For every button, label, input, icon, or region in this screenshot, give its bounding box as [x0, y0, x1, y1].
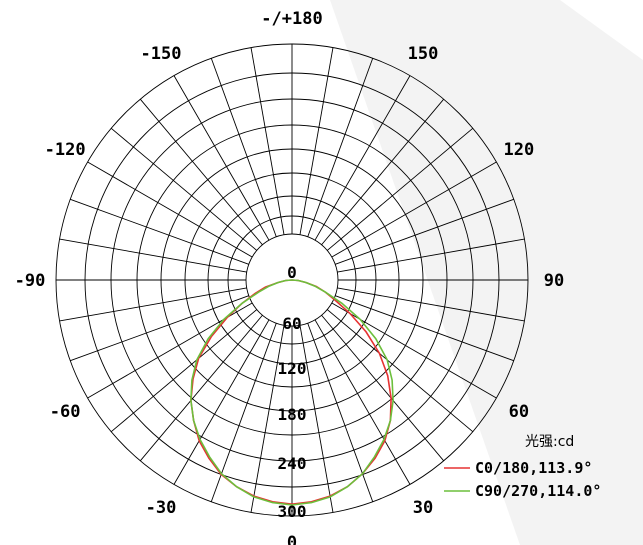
- series-curve: [190, 279, 394, 506]
- legend-label: C0/180,113.9°: [475, 459, 592, 477]
- grid-spoke: [70, 295, 249, 362]
- angle-tick-label: 90: [544, 271, 564, 291]
- angle-tick-label: 60: [509, 402, 529, 422]
- legend: 光强:cd C0/180,113.9° C90/270,114.0°: [444, 434, 601, 500]
- grid-spoke: [335, 198, 514, 265]
- grid-spoke: [87, 161, 253, 258]
- grid-spoke: [139, 314, 263, 462]
- angle-tick-label: -90: [15, 271, 46, 291]
- angle-tick-label: -/+180: [261, 9, 322, 29]
- grid-spoke: [314, 75, 411, 241]
- polar-grid: [55, 43, 529, 517]
- series-layer: [190, 279, 394, 506]
- angle-tick-label: 120: [504, 140, 535, 160]
- angle-tick-label: -120: [45, 140, 86, 160]
- unit-label: 光强:cd: [525, 434, 574, 450]
- grid-spoke: [139, 98, 263, 246]
- grid-spoke: [331, 161, 497, 258]
- label-layer: 0 30 60 90 120 150 -/+180 -150 -120 -90 -60 -30 0 60 1…: [15, 9, 565, 545]
- angle-tick-label: -30: [146, 498, 177, 518]
- grid-spoke: [326, 309, 474, 433]
- angle-tick-label: 0: [287, 533, 297, 545]
- angle-tick-label: 150: [408, 44, 439, 64]
- grid-spoke: [299, 47, 334, 235]
- grid-spoke: [337, 287, 525, 322]
- grid-spoke: [110, 127, 258, 251]
- angle-tick-label: -150: [141, 44, 182, 64]
- grid-spoke: [59, 238, 247, 273]
- grid-spoke: [210, 323, 277, 502]
- angle-tick-label: -60: [50, 402, 81, 422]
- radial-tick-label: 240: [278, 454, 307, 473]
- grid-spoke: [307, 323, 374, 502]
- grid-spoke: [335, 295, 514, 362]
- grid-spoke: [299, 325, 334, 513]
- grid-spoke: [59, 287, 247, 322]
- grid-spoke: [70, 198, 249, 265]
- grid-spoke: [326, 127, 474, 251]
- radial-tick-label: 0: [287, 263, 297, 282]
- grid-spoke: [314, 319, 411, 485]
- grid-spoke: [173, 75, 270, 241]
- grid-spoke: [173, 319, 270, 485]
- grid-spoke: [250, 325, 285, 513]
- angle-tick-label: 30: [413, 498, 433, 518]
- grid-spoke: [321, 98, 445, 246]
- radial-tick-label: 300: [278, 502, 307, 521]
- grid-spoke: [307, 58, 374, 237]
- grid-spoke: [210, 58, 277, 237]
- grid-spoke: [337, 238, 525, 273]
- legend-label: C90/270,114.0°: [475, 482, 601, 500]
- radial-tick-label: 180: [278, 405, 307, 424]
- grid-spoke: [250, 47, 285, 235]
- radial-tick-label: 60: [282, 314, 301, 333]
- grid-spoke: [321, 314, 445, 462]
- background-shape: [330, 0, 643, 545]
- radial-tick-label: 120: [278, 359, 307, 378]
- grid-spoke: [110, 309, 258, 433]
